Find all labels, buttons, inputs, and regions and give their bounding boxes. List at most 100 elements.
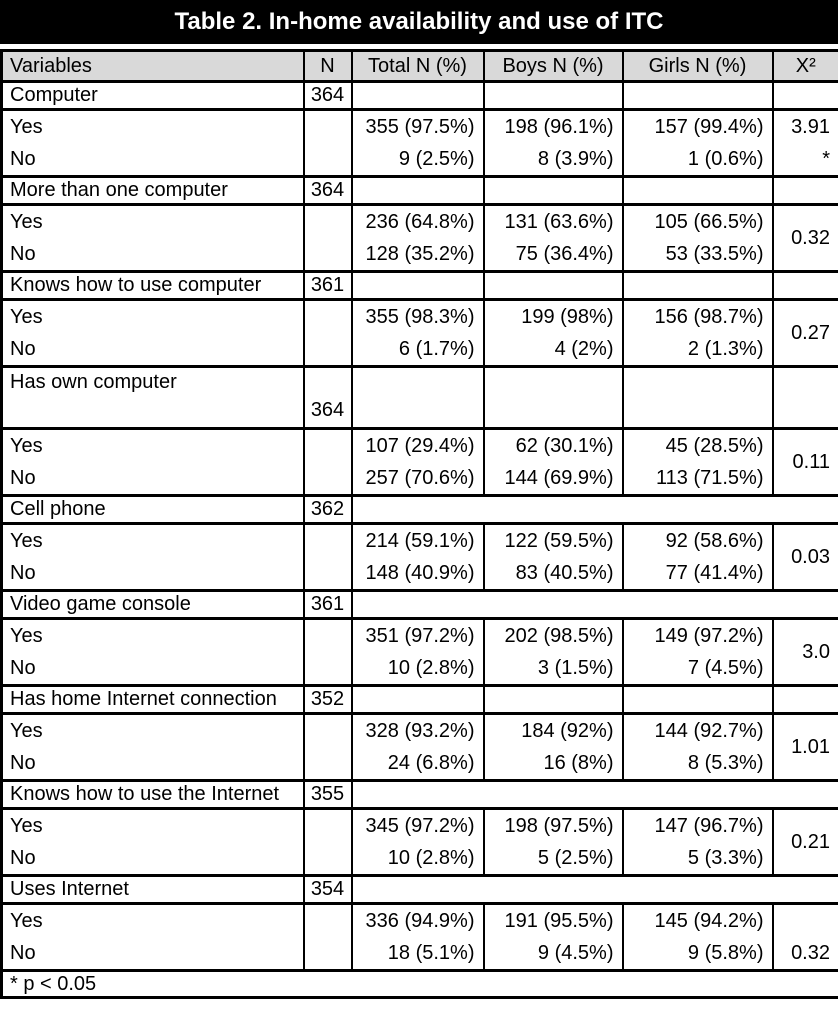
girls-cell: 144 (92.7%) 8 (5.3%) <box>621 712 774 782</box>
blank-cell <box>302 298 353 368</box>
data-table: Variables N Total N (%) Boys N (%) Girls… <box>0 49 838 999</box>
yes-label: Yes <box>10 435 43 457</box>
table-row: Yes No 355 (98.3%) 6 (1.7%) 199 (98%) 4 … <box>0 298 838 368</box>
variable-cell: More than one computer <box>0 175 305 206</box>
yes-label: Yes <box>10 815 43 837</box>
n-cell: 364 <box>302 365 353 430</box>
table-row: * p < 0.05 <box>0 969 838 999</box>
no-label: No <box>10 847 36 869</box>
variable-cell: Has home Internet connection <box>0 684 305 715</box>
total-cell: 107 (29.4%) 257 (70.6%) <box>350 427 485 497</box>
column-header-girls: Girls N (%) <box>621 49 774 83</box>
no-label: No <box>10 562 36 584</box>
boys-cell: 198 (97.5%) 5 (2.5%) <box>482 807 624 877</box>
no-label: No <box>10 148 36 170</box>
no-label: No <box>10 942 36 964</box>
blank-cell <box>621 175 774 206</box>
blank-cell <box>302 203 353 273</box>
x2-cell: 0.21 <box>771 807 838 877</box>
blank-cell <box>350 874 838 905</box>
variable-cell: Computer <box>0 80 305 111</box>
total-cell: 236 (64.8%) 128 (35.2%) <box>350 203 485 273</box>
table-row: More than one computer 364 <box>0 175 838 206</box>
blank-cell <box>482 175 624 206</box>
no-label: No <box>10 467 36 489</box>
column-header-total: Total N (%) <box>350 49 485 83</box>
variable-cell: Has own computer <box>0 365 305 430</box>
table-row: Yes No 345 (97.2%) 10 (2.8%) 198 (97.5%)… <box>0 807 838 877</box>
variable-cell: Video game console <box>0 589 305 620</box>
n-cell: 364 <box>302 80 353 111</box>
column-header-boys: Boys N (%) <box>482 49 624 83</box>
n-cell: 354 <box>302 874 353 905</box>
girls-cell: 45 (28.5%) 113 (71.5%) <box>621 427 774 497</box>
blank-cell <box>482 270 624 301</box>
variable-cell: Knows how to use the Internet <box>0 779 305 810</box>
x2-cell: 0.32 <box>771 902 838 972</box>
total-cell: 355 (97.5%) 9 (2.5%) <box>350 108 485 178</box>
table-row: Has home Internet connection 352 <box>0 684 838 715</box>
boys-cell: 62 (30.1%) 144 (69.9%) <box>482 427 624 497</box>
n-cell: 352 <box>302 684 353 715</box>
table-row: Uses Internet 354 <box>0 874 838 905</box>
blank-cell <box>350 365 485 430</box>
blank-cell <box>302 108 353 178</box>
girls-cell: 145 (94.2%) 9 (5.8%) <box>621 902 774 972</box>
table-row: Computer 364 <box>0 80 838 111</box>
yes-label: Yes <box>10 116 43 138</box>
header-row: Variables N Total N (%) Boys N (%) Girls… <box>0 49 838 83</box>
table-row: Has own computer 364 <box>0 365 838 430</box>
yes-no-cell: Yes No <box>0 298 305 368</box>
yes-label: Yes <box>10 720 43 742</box>
table-row: Yes No 214 (59.1%) 148 (40.9%) 122 (59.5… <box>0 522 838 592</box>
x2-cell: 3.91 * <box>771 108 838 178</box>
boys-cell: 198 (96.1%) 8 (3.9%) <box>482 108 624 178</box>
blank-cell <box>350 779 838 810</box>
total-cell: 345 (97.2%) 10 (2.8%) <box>350 807 485 877</box>
table-row: Yes No 355 (97.5%) 9 (2.5%) 198 (96.1%) … <box>0 108 838 178</box>
x2-cell: 0.11 <box>771 427 838 497</box>
table-row: Cell phone 362 <box>0 494 838 525</box>
variable-cell: Knows how to use computer <box>0 270 305 301</box>
table-row: Yes No 107 (29.4%) 257 (70.6%) 62 (30.1%… <box>0 427 838 497</box>
x2-cell: 1.01 <box>771 712 838 782</box>
n-cell: 361 <box>302 270 353 301</box>
blank-cell <box>482 684 624 715</box>
blank-cell <box>350 80 485 111</box>
total-cell: 336 (94.9%) 18 (5.1%) <box>350 902 485 972</box>
girls-cell: 156 (98.7%) 2 (1.3%) <box>621 298 774 368</box>
girls-cell: 149 (97.2%) 7 (4.5%) <box>621 617 774 687</box>
girls-cell: 157 (99.4%) 1 (0.6%) <box>621 108 774 178</box>
total-cell: 355 (98.3%) 6 (1.7%) <box>350 298 485 368</box>
blank-cell <box>350 589 838 620</box>
total-cell: 351 (97.2%) 10 (2.8%) <box>350 617 485 687</box>
yes-no-cell: Yes No <box>0 807 305 877</box>
x2-cell: 0.03 <box>771 522 838 592</box>
column-header-n: N <box>302 49 353 83</box>
yes-no-cell: Yes No <box>0 427 305 497</box>
column-header-variables: Variables <box>0 49 305 83</box>
blank-cell <box>350 270 485 301</box>
yes-no-cell: Yes No <box>0 203 305 273</box>
n-cell: 355 <box>302 779 353 810</box>
yes-no-cell: Yes No <box>0 108 305 178</box>
blank-cell <box>350 175 485 206</box>
total-cell: 214 (59.1%) 148 (40.9%) <box>350 522 485 592</box>
yes-no-cell: Yes No <box>0 522 305 592</box>
blank-cell <box>302 427 353 497</box>
no-label: No <box>10 338 36 360</box>
no-label: No <box>10 752 36 774</box>
girls-cell: 105 (66.5%) 53 (33.5%) <box>621 203 774 273</box>
total-cell: 328 (93.2%) 24 (6.8%) <box>350 712 485 782</box>
no-label: No <box>10 243 36 265</box>
blank-cell <box>482 365 624 430</box>
yes-label: Yes <box>10 211 43 233</box>
x2-cell: 0.27 <box>771 298 838 368</box>
variable-cell: Uses Internet <box>0 874 305 905</box>
x2-cell: 3.0 <box>771 617 838 687</box>
blank-cell <box>771 80 838 111</box>
blank-cell <box>302 617 353 687</box>
x2-cell: 0.32 <box>771 203 838 273</box>
variable-cell: Cell phone <box>0 494 305 525</box>
blank-cell <box>621 365 774 430</box>
